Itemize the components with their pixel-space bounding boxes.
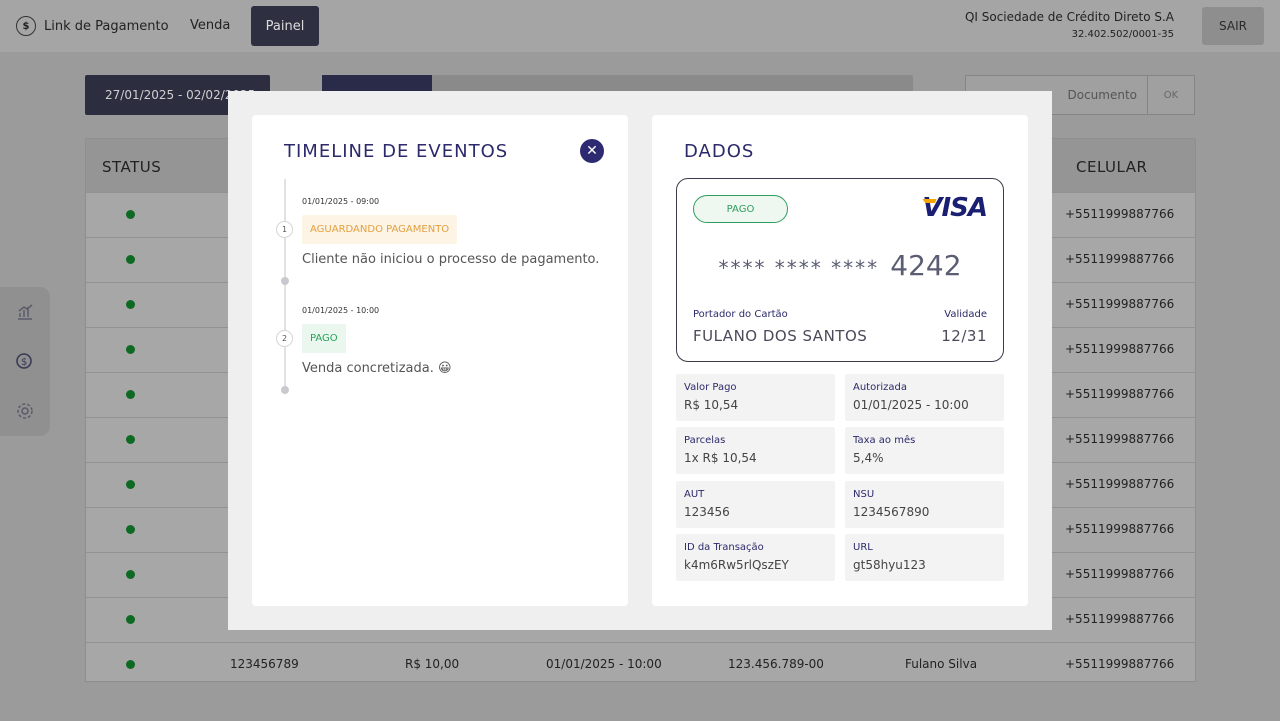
timeline-line bbox=[284, 179, 286, 391]
logout-button[interactable]: SAIR bbox=[1202, 7, 1264, 45]
status-dot bbox=[126, 345, 135, 354]
phone-cell: +5511999887766 bbox=[1065, 567, 1175, 581]
info-value: 01/01/2025 - 10:00 bbox=[853, 398, 969, 412]
info-label: ID da Transação bbox=[684, 542, 764, 553]
nav-painel[interactable]: Painel bbox=[251, 6, 319, 46]
info-value: 1234567890 bbox=[853, 505, 930, 519]
info-value: 5,4% bbox=[853, 451, 884, 465]
status-dot bbox=[126, 255, 135, 264]
credit-card: PAGO VISA **** **** **** 4242 Portador d… bbox=[676, 178, 1004, 362]
id-cell: 123456789 bbox=[230, 657, 299, 671]
brand-label: Link de Pagamento bbox=[44, 18, 169, 34]
card-validity: 12/31 bbox=[941, 327, 987, 345]
chart-icon[interactable] bbox=[14, 301, 36, 323]
phone-cell: +5511999887766 bbox=[1065, 207, 1175, 221]
status-dot bbox=[126, 615, 135, 624]
company-info: QI Sociedade de Crédito Direto S.A 32.40… bbox=[965, 10, 1174, 40]
card-holder-name: FULANO DOS SANTOS bbox=[693, 327, 868, 345]
info-label: Taxa ao mês bbox=[853, 435, 916, 446]
top-navbar: $ Link de Pagamento Venda Painel QI Soci… bbox=[0, 0, 1280, 52]
event-number: 2 bbox=[276, 330, 293, 347]
status-dot bbox=[126, 570, 135, 579]
event-description: Cliente não iniciou o processo de pagame… bbox=[302, 252, 600, 267]
card-number-mask: **** **** **** bbox=[718, 256, 880, 280]
payment-status-badge: PAGO bbox=[693, 195, 788, 223]
nav-venda[interactable]: Venda bbox=[190, 18, 231, 33]
document-cell: 123.456.789-00 bbox=[728, 657, 824, 671]
phone-cell: +5511999887766 bbox=[1065, 387, 1175, 401]
visa-logo-icon: VISA bbox=[922, 193, 988, 223]
phone-cell: +5511999887766 bbox=[1065, 612, 1175, 626]
info-nsu: NSU 1234567890 bbox=[845, 481, 1004, 528]
brand-link[interactable]: $ Link de Pagamento bbox=[16, 16, 169, 36]
event-description: Venda concretizada. 😀 bbox=[302, 361, 452, 376]
card-number: **** **** **** 4242 bbox=[677, 249, 1003, 282]
event-datetime: 01/01/2025 - 10:00 bbox=[302, 306, 380, 315]
sidebar: $ bbox=[0, 287, 50, 436]
value-cell: R$ 10,00 bbox=[405, 657, 460, 671]
table-row[interactable]: 123456789 R$ 10,00 01/01/2025 - 10:00 12… bbox=[86, 642, 1195, 687]
info-parcelas: Parcelas 1x R$ 10,54 bbox=[676, 427, 835, 474]
info-value: 1x R$ 10,54 bbox=[684, 451, 757, 465]
phone-cell: +5511999887766 bbox=[1065, 477, 1175, 491]
status-dot bbox=[126, 660, 135, 669]
info-url: URL gt58hyu123 bbox=[845, 534, 1004, 581]
card-last-digits: 4242 bbox=[890, 249, 962, 282]
event-datetime: 01/01/2025 - 09:00 bbox=[302, 197, 380, 206]
info-valor-pago: Valor Pago R$ 10,54 bbox=[676, 374, 835, 421]
info-label: NSU bbox=[853, 489, 875, 500]
info-taxa: Taxa ao mês 5,4% bbox=[845, 427, 1004, 474]
status-dot bbox=[126, 435, 135, 444]
status-dot bbox=[126, 480, 135, 489]
status-dot bbox=[126, 210, 135, 219]
timeline-panel: TIMELINE DE EVENTOS ✕ 01/01/2025 - 09:00… bbox=[252, 115, 628, 606]
gear-icon[interactable] bbox=[14, 400, 36, 422]
phone-cell: +5511999887766 bbox=[1065, 522, 1175, 536]
timeline-node bbox=[281, 386, 289, 394]
details-title: DADOS bbox=[684, 141, 755, 162]
company-name: QI Sociedade de Crédito Direto S.A bbox=[964, 10, 1174, 24]
phone-cell: +5511999887766 bbox=[1065, 432, 1175, 446]
info-value: 123456 bbox=[684, 505, 730, 519]
info-aut: AUT 123456 bbox=[676, 481, 835, 528]
status-dot bbox=[126, 300, 135, 309]
date-cell: 01/01/2025 - 10:00 bbox=[546, 657, 662, 671]
card-validity-label: Validade bbox=[944, 309, 987, 320]
close-button[interactable]: ✕ bbox=[580, 139, 604, 163]
column-status: STATUS bbox=[102, 158, 162, 176]
phone-cell: +5511999887766 bbox=[1065, 657, 1175, 671]
payment-link-icon[interactable]: $ bbox=[14, 350, 36, 372]
close-icon: ✕ bbox=[586, 143, 598, 159]
details-panel: DADOS PAGO VISA **** **** **** 4242 Port… bbox=[652, 115, 1028, 606]
event-status-badge: PAGO bbox=[302, 324, 346, 353]
phone-cell: +5511999887766 bbox=[1065, 342, 1175, 356]
company-cnpj: 32.402.502/0001-35 bbox=[1071, 29, 1174, 40]
status-dot bbox=[126, 525, 135, 534]
status-dot bbox=[126, 390, 135, 399]
timeline-node bbox=[281, 277, 289, 285]
card-holder-label: Portador do Cartão bbox=[693, 309, 788, 320]
event-number: 1 bbox=[276, 221, 293, 238]
info-label: Parcelas bbox=[684, 435, 726, 446]
info-label: AUT bbox=[684, 489, 705, 500]
phone-cell: +5511999887766 bbox=[1065, 297, 1175, 311]
timeline-title: TIMELINE DE EVENTOS bbox=[284, 141, 509, 162]
info-transaction-id: ID da Transação k4m6Rw5rlQszEY bbox=[676, 534, 835, 581]
info-label: Valor Pago bbox=[684, 382, 737, 393]
phone-cell: +5511999887766 bbox=[1065, 252, 1175, 266]
info-label: URL bbox=[853, 542, 873, 553]
svg-text:$: $ bbox=[21, 357, 27, 368]
name-cell: Fulano Silva bbox=[905, 657, 978, 671]
info-label: Autorizada bbox=[853, 382, 907, 393]
payment-link-icon: $ bbox=[16, 16, 36, 36]
info-value: gt58hyu123 bbox=[853, 558, 926, 572]
info-value: R$ 10,54 bbox=[684, 398, 739, 412]
event-status-badge: AGUARDANDO PAGAMENTO bbox=[302, 215, 458, 244]
column-celular: CELULAR bbox=[1076, 158, 1148, 176]
search-ok-button[interactable]: OK bbox=[1147, 75, 1195, 115]
info-value: k4m6Rw5rlQszEY bbox=[684, 558, 789, 572]
transaction-details-modal: TIMELINE DE EVENTOS ✕ 01/01/2025 - 09:00… bbox=[228, 91, 1052, 630]
info-autorizada: Autorizada 01/01/2025 - 10:00 bbox=[845, 374, 1004, 421]
